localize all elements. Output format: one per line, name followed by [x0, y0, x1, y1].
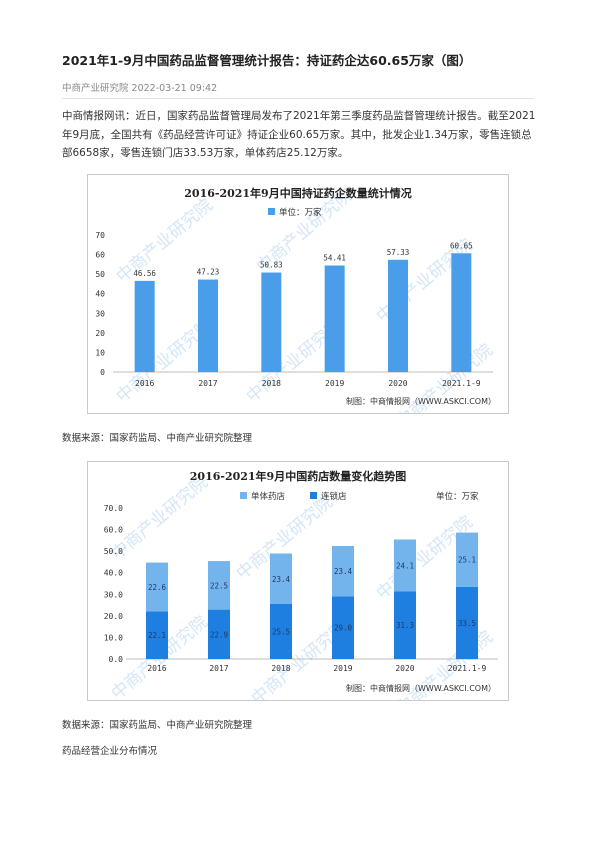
legend-swatch	[268, 208, 275, 215]
data-label-single: 22.5	[210, 581, 228, 590]
bar	[451, 253, 472, 372]
x-tick-label: 2017	[209, 664, 228, 673]
x-tick-label: 2018	[262, 379, 281, 388]
data-label-single: 22.6	[148, 583, 167, 592]
bar-chain-store	[146, 611, 168, 659]
y-tick-label: 60.0	[104, 526, 123, 535]
title-divider	[62, 98, 534, 99]
x-tick-label: 2016	[135, 379, 154, 388]
y-tick-label: 20	[95, 329, 105, 338]
x-tick-label: 2019	[325, 379, 344, 388]
x-tick-label: 2016	[147, 664, 166, 673]
section-heading: 药品经营企业分布情况	[62, 746, 158, 757]
source-note-1: 数据来源：国家药监局、中商产业研究院整理	[62, 433, 253, 444]
bar	[134, 280, 155, 372]
chart-credit: 制图：中商情报网（WWW.ASKCI.COM）	[346, 683, 496, 693]
data-label-chain: 22.1	[148, 631, 166, 640]
y-tick-label: 50	[95, 270, 105, 279]
bar-single-pharmacy	[332, 545, 354, 597]
data-label: 54.41	[323, 254, 346, 263]
y-tick-label: 70	[95, 231, 105, 240]
y-tick-label: 0	[100, 368, 105, 377]
x-tick-label: 2020	[388, 379, 407, 388]
chart-title: 2016-2021年9月中国持证药企数量统计情况	[184, 186, 411, 200]
chart-licensed-enterprises-svg: 中商产业研究院中商产业研究院中商产业研究院中商产业研究院中商产业研究院中商产业研…	[95, 185, 496, 413]
data-label-single: 25.1	[458, 556, 476, 565]
y-tick-label: 0.0	[109, 655, 124, 664]
bar-chain-store	[456, 586, 478, 659]
legend-label-chain: 连锁店	[321, 491, 347, 502]
bar-single-pharmacy	[208, 561, 230, 610]
legend-swatch-chain	[310, 492, 317, 499]
y-tick-label: 40	[95, 290, 105, 299]
data-label-chain: 25.5	[272, 627, 290, 636]
data-label-single: 24.1	[396, 561, 414, 570]
data-label-single: 23.4	[334, 567, 353, 576]
y-tick-label: 30	[95, 309, 105, 318]
data-label-single: 23.4	[272, 575, 291, 584]
data-label-chain: 31.3	[396, 621, 414, 630]
data-label-chain: 29.0	[334, 624, 353, 633]
watermark-text: 中商产业研究院	[108, 472, 212, 564]
y-tick-label: 30.0	[104, 590, 123, 599]
bar-chain-store	[208, 609, 230, 659]
legend-label: 单位：万家	[279, 207, 322, 218]
chart-pharmacy-trend: 中商产业研究院中商产业研究院中商产业研究院中商产业研究院中商产业研究院中商产业研…	[87, 461, 509, 701]
chart-credit: 制图：中商情报网（WWW.ASKCI.COM）	[346, 396, 496, 406]
legend-label-single: 单体药店	[251, 491, 286, 502]
bar	[261, 272, 282, 372]
bar-single-pharmacy	[394, 539, 416, 592]
data-label: 57.33	[387, 248, 410, 257]
bar-chain-store	[394, 591, 416, 659]
unit-label: 单位：万家	[436, 491, 479, 502]
bar-chain-store	[332, 596, 354, 659]
article-meta: 中商产业研究院 2022-03-21 09:42	[62, 83, 218, 94]
x-tick-label: 2020	[395, 664, 414, 673]
y-tick-label: 60	[95, 251, 105, 260]
legend-swatch-single	[240, 492, 247, 499]
intro-paragraph: 中商情报网讯：近日，国家药品监督管理局发布了2021年第三季度药品监督管理统计报…	[62, 110, 536, 159]
x-tick-label: 2017	[198, 379, 217, 388]
bar-single-pharmacy	[270, 553, 292, 604]
bar	[198, 279, 218, 372]
x-tick-label: 2021.1-9	[448, 664, 487, 673]
chart-title: 2016-2021年9月中国药店数量变化趋势图	[190, 469, 406, 483]
chart-pharmacy-trend-svg: 中商产业研究院中商产业研究院中商产业研究院中商产业研究院中商产业研究院中商产业研…	[104, 469, 498, 700]
source-note-2: 数据来源：国家药监局、中商产业研究院整理	[62, 720, 253, 731]
x-tick-label: 2018	[271, 664, 290, 673]
y-tick-label: 20.0	[104, 612, 123, 621]
y-tick-label: 10.0	[104, 633, 123, 642]
article-title: 2021年1-9月中国药品监督管理统计报告：持证药企达60.65万家（图）	[62, 53, 472, 68]
bar-chain-store	[270, 603, 292, 659]
y-tick-label: 40.0	[104, 569, 123, 578]
bar	[324, 265, 345, 372]
y-tick-label: 50.0	[104, 547, 123, 556]
data-label: 47.23	[197, 268, 220, 277]
bar-single-pharmacy	[456, 532, 478, 587]
y-tick-label: 70.0	[104, 504, 123, 513]
x-tick-label: 2021.1-9	[442, 379, 481, 388]
bar-single-pharmacy	[146, 562, 168, 612]
chart-licensed-enterprises: 中商产业研究院 中商产业研究院 中商产业研究院 中商产业研究院 中商产业研究院 中商产业研…	[87, 174, 509, 414]
bar	[388, 259, 408, 372]
data-label: 50.83	[260, 261, 283, 270]
data-label: 46.56	[133, 269, 156, 278]
data-label: 60.65	[450, 241, 473, 250]
data-label-chain: 33.5	[458, 619, 476, 628]
y-tick-label: 10	[95, 348, 105, 357]
data-label-chain: 22.9	[210, 630, 228, 639]
x-tick-label: 2019	[333, 664, 352, 673]
